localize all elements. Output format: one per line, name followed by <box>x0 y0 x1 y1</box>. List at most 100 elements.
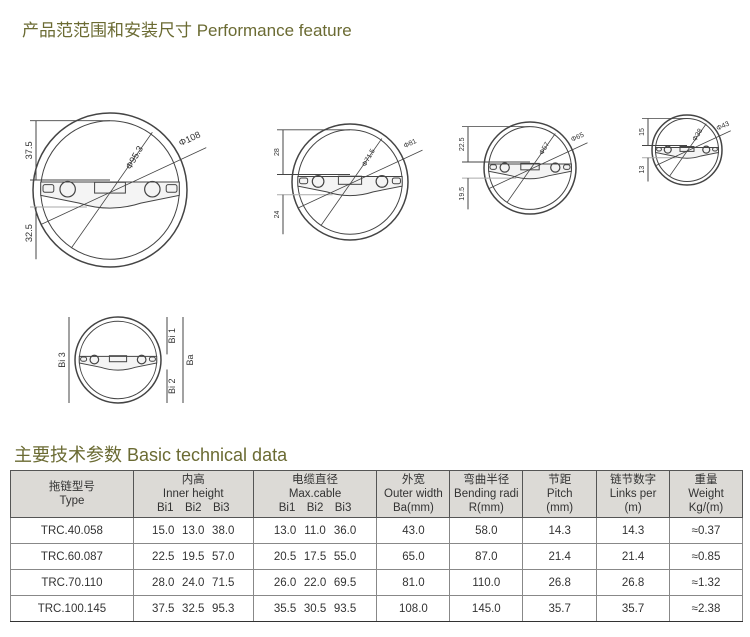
slot <box>712 147 718 152</box>
outer-diameter-label: Φ108 <box>177 129 202 148</box>
outer-diameter-line <box>655 130 731 167</box>
cell-inner: 15.0 13.0 38.0 <box>132 517 254 544</box>
table-row: TRC.60.087 22.5 19.5 57.0 20.5 17.5 55.0 65.0 87… <box>10 543 743 570</box>
slot <box>80 356 88 362</box>
cable-hole <box>136 354 147 365</box>
cell-cable: 20.5 17.5 55.0 <box>252 543 378 570</box>
top-dimension-label: 37.5 <box>24 141 34 159</box>
cell-type: TRC.60.087 <box>10 543 134 570</box>
slot <box>299 177 309 185</box>
bi2-label: Bi 2 <box>167 378 177 394</box>
bi1-label: Bi 1 <box>167 328 177 344</box>
header-pitch: 节距 Pitch (mm) <box>522 470 598 518</box>
cable-hole <box>375 175 389 188</box>
outer-ring <box>651 114 723 186</box>
cell-cable: 26.0 22.0 69.5 <box>252 569 378 596</box>
cell-weight: ≈0.37 <box>669 517 743 544</box>
cell-outer: 65.0 <box>376 543 451 570</box>
inner-diameter-line <box>506 133 556 203</box>
bottom-dimension-label: 24 <box>274 210 281 218</box>
top-dimension-label: 22.5 <box>459 137 466 151</box>
technical-data-table: 拖链型号 Type 内高 Inner height Bi1 Bi2 Bi3 电缆直径 Max… <box>10 470 743 622</box>
cell-bend: 58.0 <box>449 517 524 544</box>
performance-title: 产品范范围和安装尺寸 Performance feature <box>22 21 352 40</box>
slot <box>42 184 55 193</box>
cell-links: 21.4 <box>596 543 671 570</box>
cell-outer: 108.0 <box>376 595 451 622</box>
cell-weight: ≈0.85 <box>669 543 743 570</box>
bi3-label: Bi 3 <box>57 352 67 368</box>
inner-diameter-label: Φ57 <box>538 141 551 156</box>
cell-inner: 37.5 32.5 95.3 <box>132 595 254 622</box>
slot <box>165 184 178 193</box>
cell-outer: 81.0 <box>376 569 451 596</box>
slot <box>148 356 156 362</box>
outer-diameter-label: Φ81 <box>403 138 418 150</box>
header-links-per-m: 链节数字 Links per (m) <box>596 470 671 518</box>
cable-hole <box>144 180 161 198</box>
slot <box>563 164 571 170</box>
cell-bend: 145.0 <box>449 595 524 622</box>
header-outer-width: 外宽 Outer width Ba(mm) <box>376 470 451 518</box>
carrier-diagram-4: 15 13 Φ38 Φ43 <box>639 114 731 186</box>
carrier-legend-diagram: Bi 3 Ba Bi 1 Bi 2 <box>57 316 195 404</box>
top-dimension-label: 15 <box>639 128 646 136</box>
inner-diameter-line <box>71 132 153 248</box>
table-row: TRC.40.058 15.0 13.0 38.0 13.0 11.0 36.0 43.0 58… <box>10 517 743 544</box>
crossbar <box>488 163 572 180</box>
carrier-diagram-1: 37.5 32.5 Φ95.3 Φ108 <box>24 112 207 268</box>
outer-diameter-line <box>488 142 588 190</box>
outer-diameter-line <box>297 149 423 209</box>
slot <box>656 147 662 152</box>
table-row: TRC.70.110 28.0 24.0 71.5 26.0 22.0 69.5 81.0 11… <box>10 569 743 596</box>
center-slot <box>108 355 128 363</box>
cell-weight: ≈1.32 <box>669 569 743 596</box>
bottom-dimension-label: 19.5 <box>459 187 466 201</box>
header-inner-height: 内高 Inner height Bi1 Bi2 Bi3 <box>132 470 254 518</box>
ba-label: Ba <box>185 354 195 365</box>
outer-diameter-label: Φ43 <box>716 121 731 133</box>
cell-inner: 22.5 19.5 57.0 <box>132 543 254 570</box>
bottom-dimension-label: 32.5 <box>24 224 34 242</box>
bottom-dimension-label: 13 <box>639 166 646 174</box>
inner-diameter-line <box>320 138 383 226</box>
cell-pitch: 35.7 <box>522 595 598 622</box>
cell-type: TRC.40.058 <box>10 517 134 544</box>
outer-diameter-label: Φ65 <box>570 132 585 144</box>
cell-bend: 87.0 <box>449 543 524 570</box>
cell-pitch: 26.8 <box>522 569 598 596</box>
cable-hole <box>499 162 510 173</box>
cable-hole <box>702 145 711 154</box>
inner-diameter-label: Φ95.3 <box>124 144 145 171</box>
crossbar <box>655 146 719 159</box>
top-dimension-label: 28 <box>274 148 281 156</box>
cell-bend: 110.0 <box>449 569 524 596</box>
cell-links: 26.8 <box>596 569 671 596</box>
slot <box>489 164 497 170</box>
header-type: 拖链型号 Type <box>10 470 134 518</box>
cable-hole <box>59 180 76 198</box>
inner-diameter-label: Φ38 <box>692 128 705 143</box>
crossbar <box>78 355 158 371</box>
cell-links: 14.3 <box>596 517 671 544</box>
cell-weight: ≈2.38 <box>669 595 743 622</box>
cell-pitch: 21.4 <box>522 543 598 570</box>
inner-diameter-line <box>669 123 707 177</box>
cell-type: TRC.100.145 <box>10 595 134 622</box>
cell-inner: 28.0 24.0 71.5 <box>132 569 254 596</box>
cable-hole <box>89 354 100 365</box>
outer-ring <box>32 112 188 268</box>
crossbar <box>297 175 403 197</box>
cell-type: TRC.70.110 <box>10 569 134 596</box>
outer-diameter-line <box>40 147 207 226</box>
cell-cable: 35.5 30.5 93.5 <box>252 595 378 622</box>
technical-title: 主要技术参数 Basic technical data <box>14 445 288 465</box>
carrier-diagram-3: 22.5 19.5 Φ57 Φ65 <box>459 121 588 215</box>
cell-outer: 43.0 <box>376 517 451 544</box>
header-max-cable: 电缆直径 Max.cable Bi1 Bi2 Bi3 <box>252 470 378 518</box>
outer-ring <box>74 316 162 404</box>
cable-hole <box>311 175 325 188</box>
cell-links: 35.7 <box>596 595 671 622</box>
header-weight: 重量 Weight Kg/(m) <box>669 470 743 518</box>
outer-ring <box>291 123 409 241</box>
